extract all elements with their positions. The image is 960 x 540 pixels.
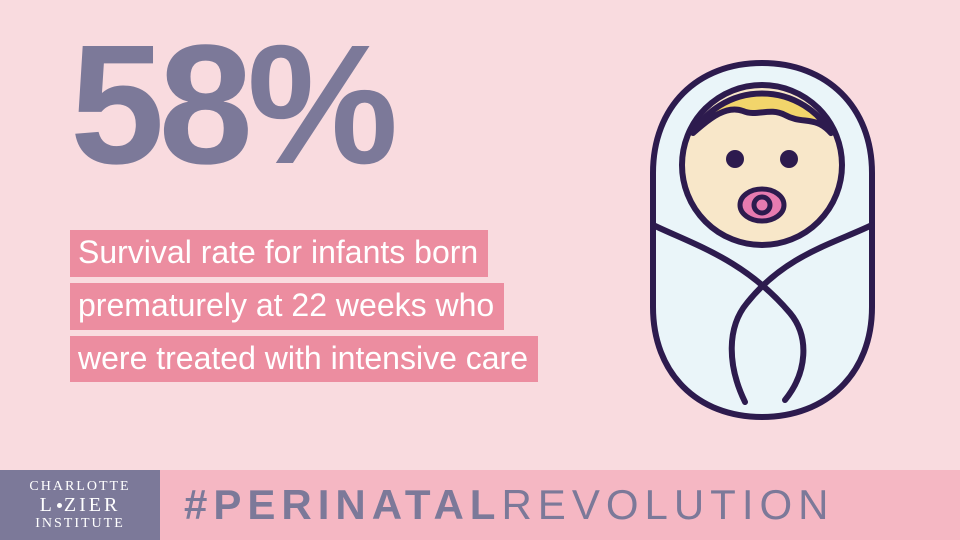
logo-line-1: CHARLOTTE bbox=[29, 479, 130, 494]
description-line: Survival rate for infants born bbox=[70, 230, 488, 277]
logo-text: ZIER bbox=[64, 494, 120, 516]
infographic-canvas: 58% Survival rate for infants born prema… bbox=[0, 0, 960, 540]
logo-line-3: INSTITUTE bbox=[35, 516, 125, 531]
hashtag-bar: #PERINATALREVOLUTION bbox=[160, 470, 960, 540]
logo-text: L bbox=[40, 494, 55, 516]
logo-line-2: L ZIER bbox=[40, 494, 121, 516]
baby-icon bbox=[635, 55, 890, 425]
hashtag-bold: #PERINATAL bbox=[184, 481, 501, 529]
institute-logo: CHARLOTTE L ZIER INSTITUTE bbox=[0, 470, 160, 540]
description-line: were treated with intensive care bbox=[70, 336, 538, 383]
description-line: prematurely at 22 weeks who bbox=[70, 283, 504, 330]
hashtag-light: REVOLUTION bbox=[501, 481, 834, 529]
logo-bullet-icon bbox=[57, 503, 62, 508]
description-block: Survival rate for infants born premature… bbox=[70, 230, 538, 382]
statistic-value: 58% bbox=[70, 20, 392, 190]
footer-bar: CHARLOTTE L ZIER INSTITUTE #PERINATALREV… bbox=[0, 470, 960, 540]
